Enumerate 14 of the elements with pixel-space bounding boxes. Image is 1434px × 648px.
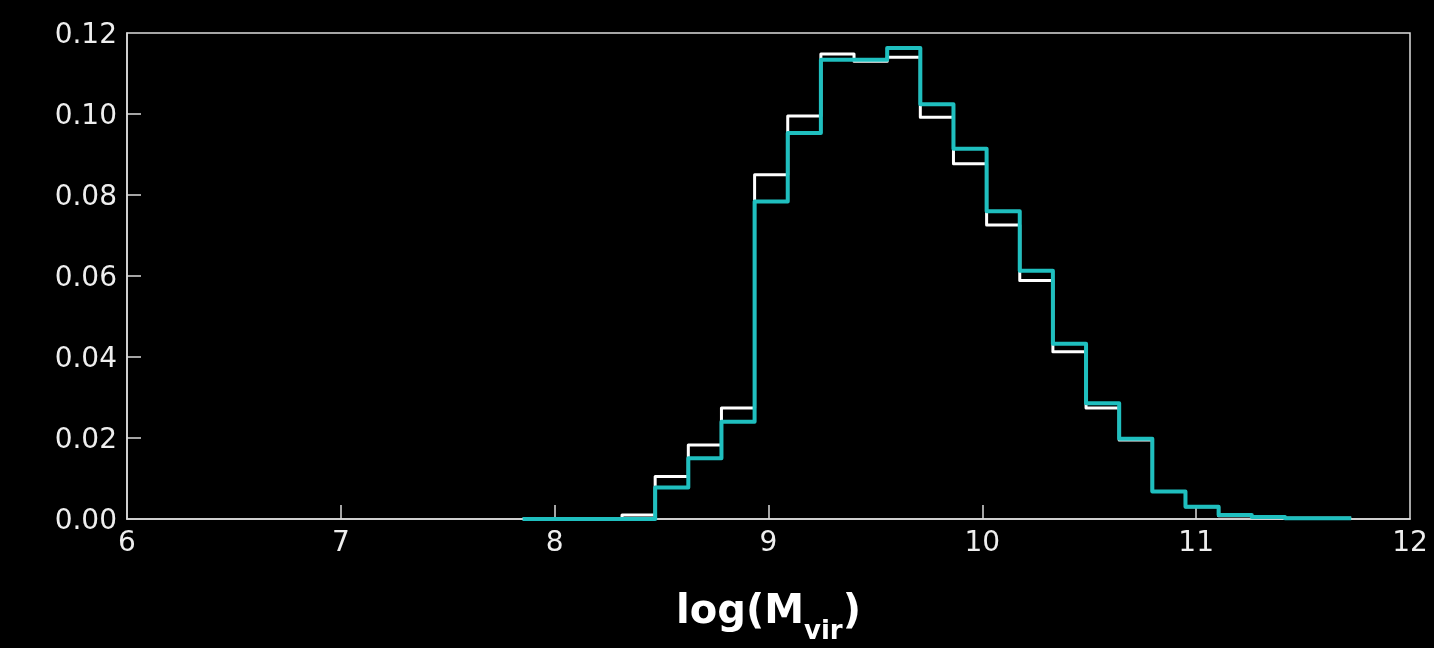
- y-tick-label: 0.12: [54, 16, 117, 50]
- y-tick-label: 0.06: [54, 259, 117, 293]
- x-tick-label: 11: [1178, 524, 1214, 558]
- x-tick-label: 10: [964, 524, 1001, 558]
- x-tick-label: 9: [759, 524, 778, 558]
- y-tick-label: 0.10: [54, 97, 117, 131]
- x-tick-label: 7: [331, 524, 350, 558]
- y-tick-label: 0.08: [54, 178, 117, 212]
- y-tick-label: 0.00: [54, 502, 117, 536]
- x-tick-label: 6: [118, 524, 136, 558]
- x-tick-label: 8: [545, 524, 564, 558]
- y-tick-label: 0.02: [54, 421, 117, 455]
- x-tick-label: 12: [1392, 524, 1428, 558]
- y-tick-label: 0.04: [54, 340, 117, 374]
